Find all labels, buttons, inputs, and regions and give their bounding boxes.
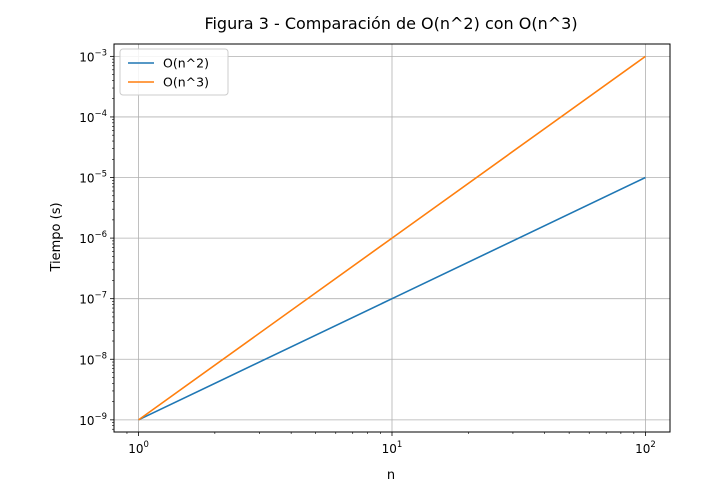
y-axis-label: Tiempo (s) [49,202,64,272]
series-line-1 [138,176,646,421]
x-tick-exponent: 0 [143,440,148,450]
chart-title: Figura 3 - Comparación de O(n^2) con O(n… [204,14,577,33]
x-tick-exponent: 2 [650,440,655,450]
x-tick-exponent: 1 [397,440,402,450]
y-tick-exponent: −9 [94,412,107,422]
y-tick-exponent: −5 [94,170,107,180]
series-line-2 [138,55,646,421]
y-tick-exponent: −7 [94,291,107,301]
y-tick-exponent: −3 [94,48,107,58]
y-tick-exponent: −6 [94,230,107,240]
series-layer [138,55,646,421]
legend-box [119,48,229,96]
legend-label-1: O(n^2) [163,56,209,71]
y-tick-exponent: −8 [94,351,107,361]
legend-label-2: O(n^3) [163,75,209,90]
y-tick-exponent: −4 [94,109,107,119]
legend: O(n^2) O(n^3) [119,48,229,96]
x-axis-label: n [387,468,395,483]
